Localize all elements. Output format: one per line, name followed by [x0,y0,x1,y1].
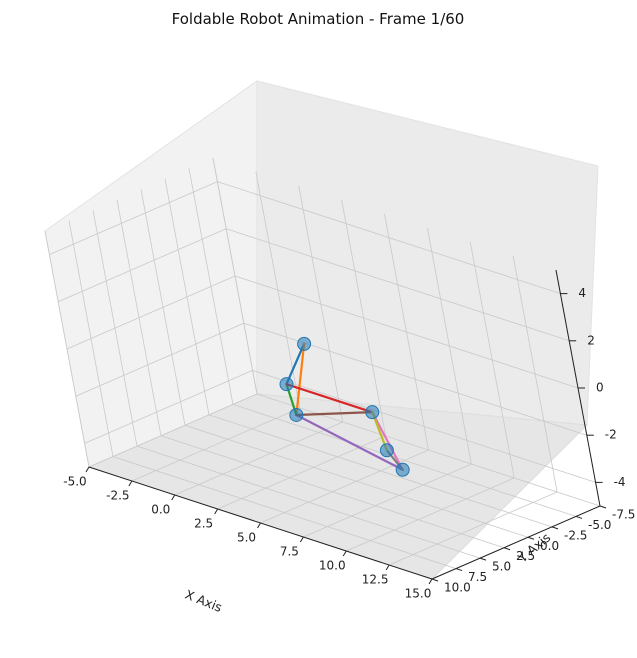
robot-joint-5 [395,462,410,477]
grid-line-z-right [226,228,570,342]
chart-title: Foldable Robot Animation - Frame 1/60 [172,10,465,28]
x-tick-label: 12.5 [362,573,389,587]
robot-joints [279,336,410,477]
x-tick-mark [428,578,433,585]
z-axis-ticks: -4 -2 0 2 4 [560,286,626,489]
x-axis-ticks: -5.0 -2.5 0.0 2.5 5.0 7.5 10.0 12.5 15.0 [63,466,433,601]
y-tick-label: 7.5 [468,570,487,584]
y-tick-label: -7.5 [612,508,635,522]
grid-line-z-right [252,370,596,483]
grid-line-x-floor [217,435,386,510]
y-tick-mark [599,505,607,509]
x-tick-label: 15.0 [405,587,432,601]
grid-line-z-left [84,370,253,444]
grid-line-x-floor [303,463,472,538]
grid-line-z-left [66,275,236,350]
grid-line-x-floor [260,449,429,524]
x-tick-mark [257,522,261,529]
robot-joint-4 [379,443,394,458]
robot-link-0 [285,342,306,386]
z-tick-label: -2 [605,428,617,442]
grid-line-y-floor [136,445,481,559]
y-axis-line [431,505,601,580]
y-tick-label: 10.0 [444,581,471,595]
robot-link-5 [295,411,374,417]
x-tick-mark [299,536,304,543]
grid-line-x-floor [131,407,301,482]
x-tick-mark [385,564,390,571]
grid-line-z-left [75,322,244,397]
x-tick-label: 5.0 [237,531,256,545]
x-tick-mark [85,466,90,473]
grid-line-y-floor [208,414,553,528]
x-tick-label: 7.5 [280,545,299,559]
robot-joint-0 [279,377,294,392]
grid-lines [44,157,601,580]
x-axis-label: X Axis [183,587,224,615]
y-tick-mark [575,515,583,519]
grid-line-z-left [58,228,227,303]
robot-link-6 [371,411,404,471]
grid-line-z-right [234,275,579,389]
x-tick-label: 2.5 [194,517,213,531]
grid-line-z-left [49,181,218,255]
robot-link-4 [295,413,404,471]
z-tick-label: -4 [614,475,626,489]
x-tick-mark [342,550,347,557]
robot-link-3 [285,383,374,414]
y-tick-mark [431,578,439,582]
y-tick-label: 2.5 [516,549,535,563]
x-tick-label: 10.0 [319,559,346,573]
x-tick-mark [171,494,176,501]
x-tick-mark [128,480,133,487]
grid-line-y-floor [160,435,505,549]
y-tick-mark [455,568,463,572]
grid-line-y-floor [232,404,577,517]
back-pane-right [256,80,599,426]
robot-joint-3 [365,405,380,420]
robot-joint-2 [289,407,304,422]
y-tick-mark [479,557,487,561]
grid-line-x-floor [88,393,258,468]
y-tick-mark [503,547,511,551]
x-tick-label: 0.0 [151,503,170,517]
grid-line-y-floor [256,393,601,507]
x-tick-label: -2.5 [106,489,129,503]
grid-line-z-right [217,181,561,294]
y-axis-ticks: -7.5-5.0-2.5 0.0 2.5 5.0 7.510.0 [431,505,635,595]
robot-link-1 [295,342,306,417]
z-tick-label: 4 [578,286,586,300]
y-tick-mark [527,536,535,540]
y-tick-label: 5.0 [492,560,511,574]
grid-line-x-floor [388,491,558,566]
grid-line-y-floor [112,456,457,569]
x-tick-label: -5.0 [63,475,86,489]
x-tick-mark [214,508,219,515]
robot-joint-1 [297,336,312,351]
y-tick-label: -5.0 [588,518,611,532]
grid-line-x-floor [346,477,515,552]
z-tick-label: 0 [596,381,604,395]
y-tick-label: 0.0 [540,539,559,553]
grid-line-x-floor [174,421,343,496]
z-tick-label: 2 [587,333,595,347]
y-tick-label: -2.5 [564,528,587,542]
grid-line-y-floor [184,424,529,538]
y-tick-mark [551,526,559,530]
